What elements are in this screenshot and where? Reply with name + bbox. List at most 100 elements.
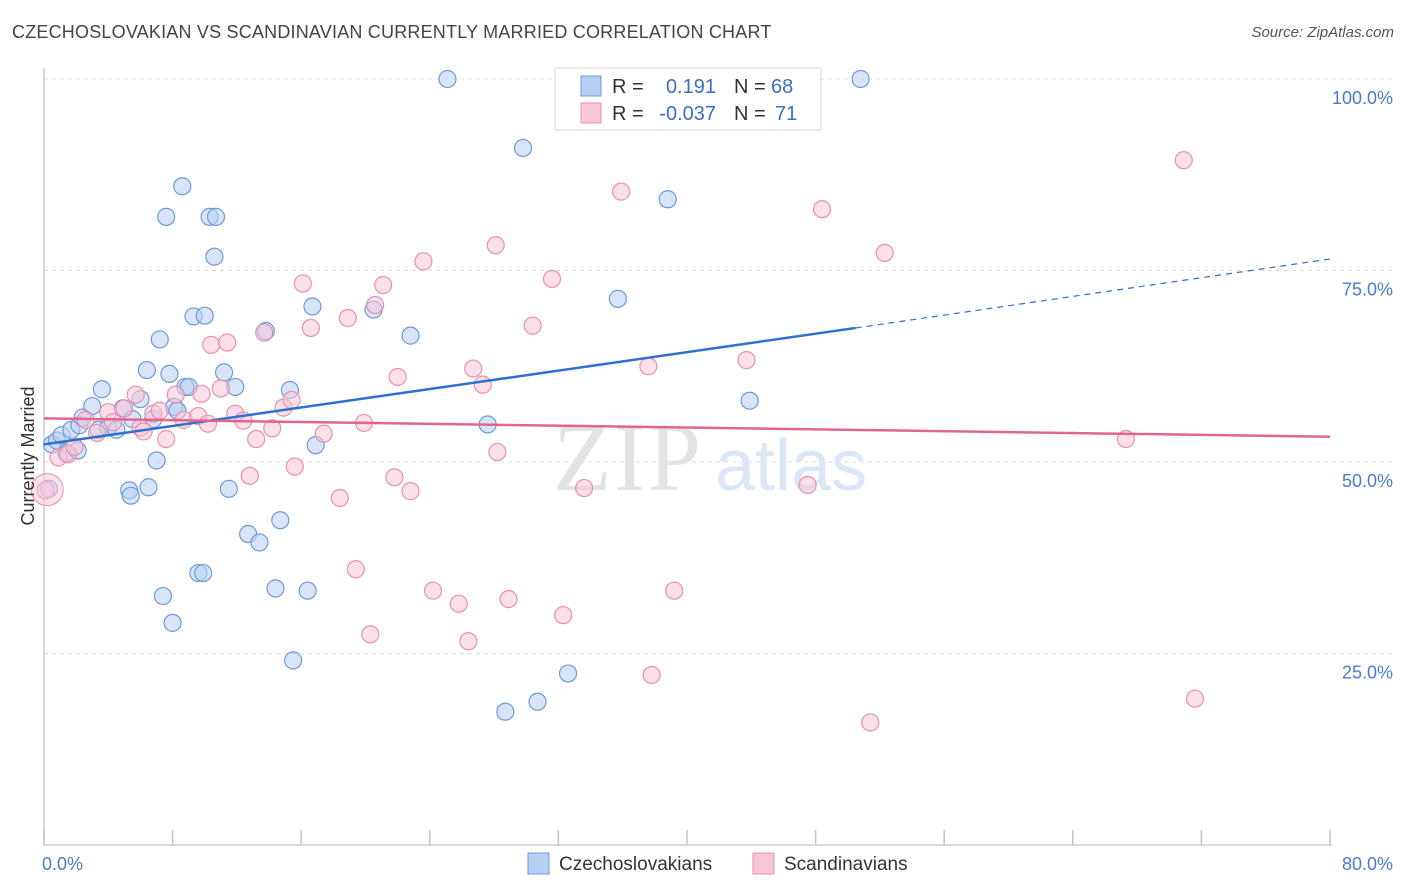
czechoslovakians-point [173,177,192,196]
source-label: Source: ZipAtlas.com [1251,24,1394,41]
trend-lines [43,258,1331,446]
x-tick-label-max: 80.0% [1342,854,1393,874]
scandinavians-point [642,665,661,685]
scandinavians-point [611,182,631,201]
scandinavians-point [875,243,894,262]
scandinavians-point [166,385,185,404]
czechoslovakians-point [266,579,285,598]
y-tick-label: 50.0% [1342,471,1393,491]
czechoslovakians-point [298,581,317,600]
y-tick-label: 75.0% [1342,280,1393,300]
czechoslovakians-point [214,363,234,382]
scandinavians-point [737,351,756,370]
bottom-legend-label-2: Scandinavians [784,854,908,875]
scandinavians-point [798,475,817,495]
scandinavians-point [115,399,134,418]
czechoslovakians-point [195,306,214,325]
scandinavians-point [218,333,237,352]
bottom-legend-label-1: Czechoslovakians [559,854,712,875]
czechoslovakians-point [163,613,182,632]
scandinavians-point [255,323,274,342]
scandinavians-point [240,466,259,485]
czechoslovakians-point [160,364,179,384]
czechoslovakians-point [658,190,677,209]
legend: R = 0.191 N = 68 R = -0.037 N = 71 [554,67,822,131]
czechoslovakians-point [150,330,169,349]
scandinavians-point [202,335,221,354]
scandinavians-point [314,424,333,443]
scandinavians-point [542,269,562,289]
scandinavians-point [366,295,385,315]
legend-n-label-1: N = [734,76,766,98]
scandinavians-point [198,414,218,433]
scandinavians-point [449,594,468,613]
scandinavians-point [486,236,505,255]
czechoslovakians-point [147,451,166,470]
czechoslovakians-point [513,138,533,158]
czechoslovakians-trend-extension [855,258,1331,329]
czechoslovakians-point [153,586,173,606]
bottom-legend-swatch-blue [527,852,550,875]
scandinavians-point [301,318,320,338]
scandinavians-point [575,478,594,498]
czechoslovakians-point [250,533,269,552]
czechoslovakians-point [157,207,176,226]
scandinavians-point [346,560,365,579]
series-czechoslovakians-points [39,69,870,721]
scandinavians-point [65,437,84,456]
x-tick-label-min: 0.0% [42,854,83,874]
scandinavians-point [285,457,304,476]
watermark-zip: ZIP [553,404,703,511]
scandinavians-point [126,385,145,404]
scandinavians-point [665,581,684,600]
czechoslovakians-point [205,247,224,266]
czechoslovakians-point [528,692,547,711]
scandinavians-point [192,384,211,403]
scandinavians-point [374,275,393,295]
scandinavians-point [157,429,176,449]
scandinavians-point [401,482,420,501]
scandinavians-trend-line [43,417,1331,438]
scandinavians-point [639,357,658,376]
scandinavians-point [423,581,443,600]
czechoslovakians-point [92,380,111,399]
czechoslovakians-point [271,511,290,530]
czechoslovakians-point [608,289,627,308]
legend-r-label-1: R = [612,76,644,98]
legend-n-value-2: 71 [775,103,797,125]
bottom-legend-swatch-pink [752,852,775,875]
chart-title: CZECHOSLOVAKIAN VS SCANDINAVIAN CURRENTL… [12,22,772,42]
scandinavians-point [464,359,483,378]
czechoslovakians-point [121,486,140,505]
legend-n-value-1: 68 [771,76,793,98]
scandinavians-point [211,379,230,398]
scandinavians-point [523,316,542,335]
scandinavians-point [414,252,433,271]
czechoslovakians-point [139,478,158,497]
scandinavians-point [104,413,123,432]
scandinavians-point [247,429,266,449]
watermark-atlas: atlas [715,426,867,506]
legend-r-value-2: -0.037 [659,103,716,125]
y-axis-label: Currently Married [18,386,38,525]
czechoslovakians-point [740,391,759,410]
scandinavians-point [1174,151,1193,170]
scandinavians-point [1185,689,1205,708]
scandinavians-point [459,632,478,651]
scandinavians-point [338,308,357,328]
y-tick-label: 100.0% [1332,88,1393,108]
scandinavians-point [150,401,169,420]
watermark: ZIP atlas [553,404,867,511]
scandinavians-point [473,375,492,394]
legend-n-label-2: N = [734,103,766,125]
scandinavians-point [30,473,64,507]
y-tick-labels: 100.0% 75.0% 50.0% 25.0% [1332,88,1393,683]
scandinavians-point [499,590,518,609]
scandinavians-point [385,468,404,487]
czechoslovakians-point [284,651,303,670]
scandinavians-point [330,488,349,508]
scandinavians-point [388,367,407,387]
czechoslovakians-point [206,207,226,226]
czechoslovakians-point [401,326,420,345]
